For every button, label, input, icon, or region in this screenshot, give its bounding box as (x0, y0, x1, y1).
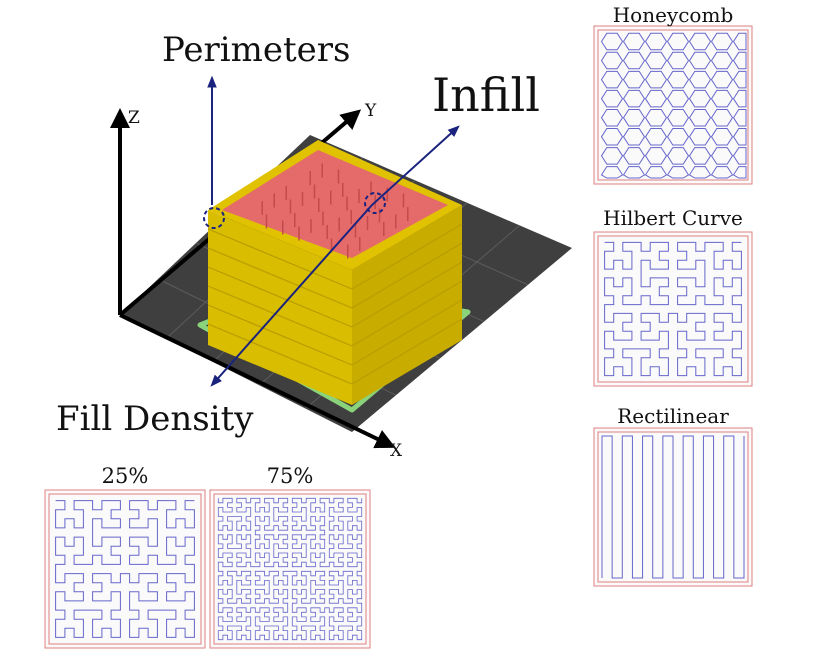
honeycomb-cell (622, 32, 646, 51)
honeycomb-cell (710, 147, 734, 165)
honeycomb-cell (622, 147, 646, 165)
density-75-panel (209, 489, 371, 649)
layer-line (351, 280, 463, 347)
honeycomb-cell (600, 147, 624, 165)
honeycomb-cell (622, 166, 646, 179)
honeycomb-cell (666, 70, 690, 89)
honeycomb-cell (732, 70, 747, 89)
honeycomb-cell (644, 109, 668, 127)
honeycomb-cell (600, 166, 624, 179)
hilbert-curve-path (217, 497, 363, 641)
honeycomb-cell (688, 147, 712, 165)
honeycomb-cell (732, 109, 747, 127)
honeycomb-cell (732, 51, 747, 70)
rectilinear-pattern-panel (593, 427, 753, 587)
x-axis-arrow (119, 313, 396, 449)
density-25-label: 25% (101, 464, 149, 488)
layer-line (351, 299, 463, 366)
honeycomb-cell (622, 128, 646, 146)
layer-line (207, 323, 353, 385)
honeycomb-cell (666, 109, 690, 127)
honeycomb-cell (600, 70, 624, 89)
layer-line (207, 228, 353, 290)
honeycomb-cell (710, 128, 734, 146)
layer-line (207, 304, 353, 366)
honeycomb-cell (666, 51, 690, 70)
honeycomb-cell (644, 89, 668, 108)
honeycomb-cell (600, 109, 624, 127)
perimeter-wall-right (352, 205, 462, 405)
honeycomb-cell (644, 128, 668, 146)
layer-line (207, 285, 353, 347)
honeycomb-cell (666, 166, 690, 179)
layer-line (351, 318, 463, 385)
perimeters-callout-circle (203, 207, 225, 229)
honeycomb-cell (600, 51, 624, 70)
honeycomb-cell (688, 51, 712, 70)
density-75-label: 75% (266, 464, 314, 488)
y-axis-label: Y (365, 101, 377, 121)
honeycomb-cell (622, 109, 646, 127)
x-axis-label: X (390, 441, 403, 461)
honeycomb-cell (688, 166, 712, 179)
honeycomb-cell (732, 89, 747, 108)
honeycomb-cell (622, 51, 646, 70)
honeycomb-cell (622, 70, 646, 89)
honeycomb-cell (666, 147, 690, 165)
z-axis-label: Z (128, 108, 140, 128)
honeycomb-cell (732, 147, 747, 165)
infill-callout-arrow (371, 125, 460, 206)
honeycomb-cell (732, 166, 747, 179)
perimeters-label: Perimeters (162, 30, 351, 70)
honeycomb-cell (710, 70, 734, 89)
layer-line (207, 247, 353, 309)
layer-line (207, 266, 353, 328)
fill-density-label: Fill Density (56, 399, 254, 439)
density-25-panel (44, 489, 206, 649)
layer-line (351, 242, 463, 309)
hilbert-pattern-panel (593, 231, 753, 387)
honeycomb-cell (732, 32, 747, 51)
honeycomb-cell (622, 89, 646, 108)
honeycomb-cell (644, 147, 668, 165)
honeycomb-cell (688, 109, 712, 127)
honeycomb-cell (666, 32, 690, 51)
honeycomb-cell (710, 51, 734, 70)
honeycomb-pattern-panel (593, 25, 753, 185)
rectilinear-path (601, 435, 745, 579)
honeycomb-cell (688, 89, 712, 108)
honeycomb-cell (600, 89, 624, 108)
layer-line (351, 261, 463, 328)
honeycomb-cell (710, 32, 734, 51)
honeycomb-cell (688, 32, 712, 51)
honeycomb-cell (688, 70, 712, 89)
hilbert-curve-path (55, 500, 195, 638)
honeycomb-cell (644, 166, 668, 179)
fill-density-callout-arrow (210, 204, 373, 387)
honeycomb-cell (710, 89, 734, 108)
hilbert-curve-path (604, 241, 742, 377)
honeycomb-cell (644, 70, 668, 89)
rectilinear-title: Rectilinear (617, 404, 729, 428)
honeycomb-cell (666, 89, 690, 108)
infill-callout-circle (364, 192, 386, 214)
honeycomb-cell (732, 128, 747, 146)
honeycomb-cell (600, 128, 624, 146)
honeycomb-cell (644, 32, 668, 51)
honeycomb-cell (600, 32, 624, 51)
hilbert-curve-title: Hilbert Curve (603, 206, 743, 230)
honeycomb-cell (666, 128, 690, 146)
layer-line (351, 223, 463, 290)
honeycomb-cell (644, 51, 668, 70)
honeycomb-cell (688, 128, 712, 146)
honeycomb-title: Honeycomb (612, 3, 734, 27)
infill-label: Infill (432, 68, 540, 122)
honeycomb-cell (710, 109, 734, 127)
honeycomb-cell (710, 166, 734, 179)
